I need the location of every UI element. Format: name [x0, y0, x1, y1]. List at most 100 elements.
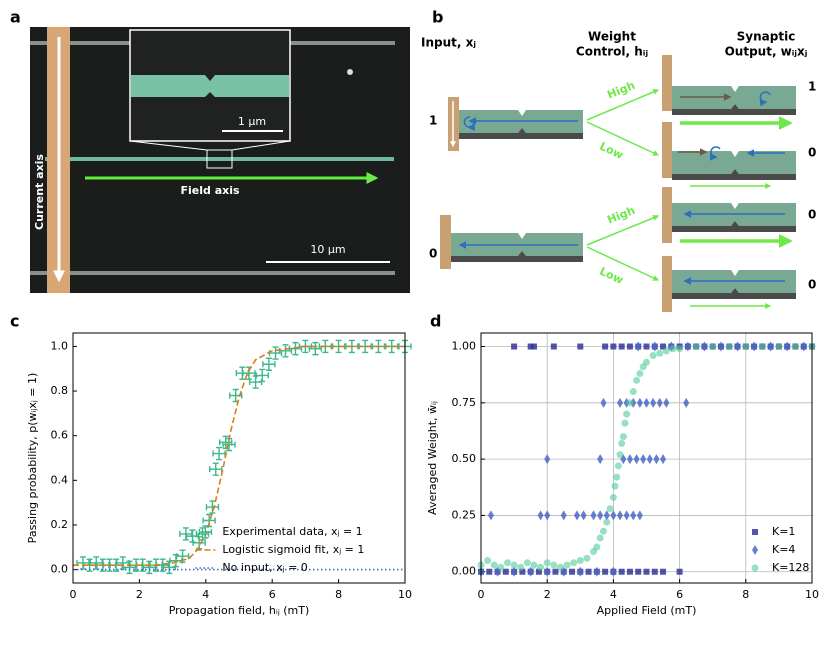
data-point	[255, 368, 269, 383]
y-tick-label: 0.75	[452, 396, 477, 409]
data-point	[175, 549, 190, 563]
data-point	[600, 397, 607, 408]
data-point	[560, 510, 567, 521]
scale-label: 1 μm	[238, 115, 266, 128]
data-point	[550, 561, 558, 569]
data-point	[676, 345, 684, 353]
data-point	[651, 341, 658, 352]
data-point	[537, 563, 545, 571]
data-point	[596, 534, 604, 542]
data-point	[614, 462, 622, 470]
data-point	[676, 568, 683, 575]
x-tick-label: 0	[70, 588, 77, 601]
x-tick-label: 4	[610, 588, 617, 601]
x-tick-label: 2	[544, 588, 551, 601]
data-point	[617, 510, 624, 521]
y-tick-label: 1.00	[452, 340, 477, 353]
data-point	[784, 341, 791, 352]
data-point	[576, 556, 584, 564]
data-point	[643, 358, 650, 366]
data-point	[487, 510, 494, 521]
data-point	[626, 454, 633, 465]
data-point	[535, 568, 542, 575]
data-point	[636, 510, 643, 521]
y-tick-label: 0.50	[452, 452, 477, 465]
y-tick-label: 1.0	[51, 339, 69, 352]
panel-label: a	[10, 8, 21, 27]
data-point	[527, 343, 534, 350]
data-point	[577, 343, 584, 350]
data-point	[636, 397, 643, 408]
data-point	[616, 451, 624, 459]
data-point	[530, 561, 538, 569]
data-point	[643, 568, 650, 575]
column-title: Control, hᵢⱼ	[576, 45, 648, 59]
data-point	[603, 518, 611, 526]
data-point	[603, 510, 610, 521]
data-point	[544, 454, 551, 465]
data-point	[195, 527, 210, 541]
x-tick-label: 8	[335, 588, 342, 601]
data-point	[556, 563, 564, 571]
legend-swatch	[751, 564, 759, 572]
data-point	[550, 343, 557, 350]
data-point	[537, 510, 544, 521]
legend-swatch	[752, 529, 758, 535]
x-tick-label: 0	[478, 588, 485, 601]
data-point	[219, 435, 233, 450]
data-point	[597, 454, 604, 465]
data-point	[619, 433, 627, 441]
data-point	[486, 568, 493, 575]
data-point	[544, 510, 551, 521]
x-tick-label: 2	[136, 588, 143, 601]
y-axis-label: Averaged Weight, w̄ᵢⱼ	[426, 401, 439, 515]
data-point	[519, 568, 526, 575]
data-point	[585, 568, 592, 575]
data-point	[650, 397, 657, 408]
output-value: 0	[808, 146, 816, 160]
data-point	[656, 397, 663, 408]
data-point	[621, 419, 629, 427]
data-point	[623, 510, 630, 521]
data-point	[651, 568, 658, 575]
data-point	[660, 454, 667, 465]
data-point	[734, 341, 741, 352]
panel-label: b	[432, 8, 443, 27]
column-title: Input, xⱼ	[421, 36, 476, 50]
data-point	[692, 343, 700, 351]
data-point	[643, 343, 650, 350]
data-point	[662, 347, 670, 355]
scale-label: 10 μm	[310, 243, 345, 256]
data-point	[569, 568, 576, 575]
y-tick-label: 0.0	[51, 563, 69, 576]
legend-label: K=1	[772, 525, 795, 538]
data-point	[577, 566, 584, 577]
data-point	[610, 566, 617, 577]
data-point	[209, 462, 223, 476]
data-point	[242, 366, 256, 380]
data-point	[212, 446, 226, 461]
legend-swatch	[752, 545, 758, 555]
data-point	[636, 370, 644, 378]
data-point	[593, 566, 600, 577]
data-point	[573, 510, 580, 521]
legend-label: K=4	[772, 543, 795, 556]
data-point	[527, 566, 534, 577]
data-point	[709, 343, 717, 351]
data-point	[626, 568, 633, 575]
column-title: Output, wᵢⱼxⱼ	[725, 45, 808, 59]
data-point	[683, 397, 690, 408]
legend-label: No input, xⱼ = 0	[222, 561, 307, 574]
data-point	[563, 561, 571, 569]
data-point	[610, 510, 617, 521]
x-tick-label: 8	[742, 588, 749, 601]
data-point	[609, 493, 617, 501]
legend-label: Experimental data, xⱼ = 1	[222, 525, 362, 538]
data-point	[570, 559, 578, 567]
data-point	[630, 510, 637, 521]
data-point	[552, 568, 559, 575]
legend-swatch	[198, 525, 213, 539]
data-point	[618, 343, 625, 350]
data-point	[742, 343, 750, 351]
output-value: 0	[808, 208, 816, 222]
